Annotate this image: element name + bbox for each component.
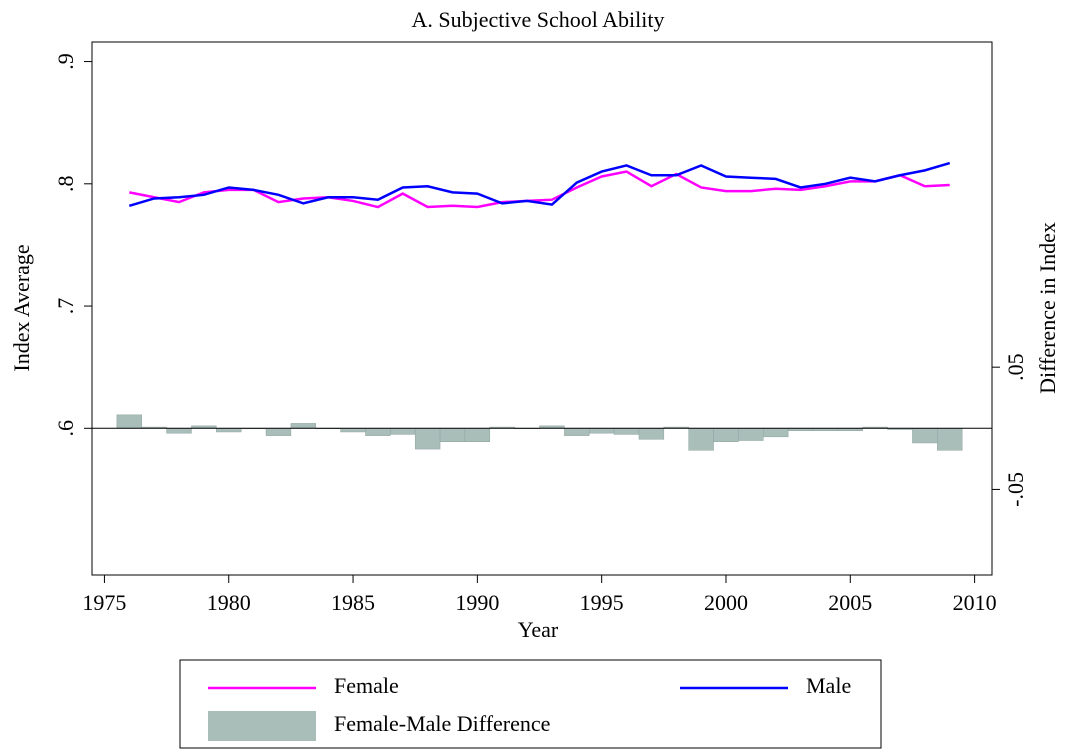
y2-axis-label: Difference in Index: [1035, 222, 1060, 394]
chart-title: A. Subjective School Ability: [412, 7, 665, 32]
y-axis-label: Index Average: [9, 244, 34, 371]
x-tick-label: 1985: [331, 590, 375, 615]
y-tick-label: .8: [53, 176, 78, 193]
legend-label: Male: [806, 673, 851, 698]
x-axis-label: Year: [518, 617, 559, 642]
y-tick-label: .6: [53, 420, 78, 437]
bar: [166, 428, 192, 434]
bar: [763, 428, 789, 438]
bar: [464, 428, 491, 443]
bar: [738, 428, 764, 441]
bar: [365, 428, 391, 436]
y-tick-label: .9: [53, 53, 78, 70]
x-tick-label: 1975: [82, 590, 126, 615]
bar: [340, 428, 366, 433]
legend-label: Female: [334, 673, 399, 698]
bar: [638, 428, 665, 440]
bar: [439, 428, 466, 443]
x-tick-label: 1980: [207, 590, 251, 615]
x-tick-label: 2005: [828, 590, 872, 615]
bar: [265, 428, 292, 436]
legend-label: Female-Male Difference: [334, 711, 550, 736]
bar: [216, 428, 242, 433]
x-tick-label: 2000: [704, 590, 748, 615]
x-tick-label: 2010: [953, 590, 997, 615]
bar: [116, 414, 142, 429]
y-tick-label: .7: [53, 298, 78, 315]
x-tick-label: 1990: [455, 590, 499, 615]
bar: [414, 428, 441, 450]
y2-tick-label: -.05: [1003, 472, 1028, 507]
y2-tick-label: .05: [1003, 353, 1028, 381]
bar: [613, 428, 640, 435]
x-tick-label: 1995: [580, 590, 624, 615]
line: [128, 161, 951, 208]
line: [129, 170, 950, 209]
bar: [290, 423, 317, 429]
bar: [912, 428, 938, 444]
legend-swatch: [208, 711, 316, 741]
bar: [588, 428, 615, 434]
plot-frame: [91, 41, 993, 576]
bar: [713, 428, 739, 443]
bar: [937, 428, 963, 451]
bar: [688, 428, 714, 451]
bar: [564, 428, 590, 436]
bar: [390, 428, 416, 435]
